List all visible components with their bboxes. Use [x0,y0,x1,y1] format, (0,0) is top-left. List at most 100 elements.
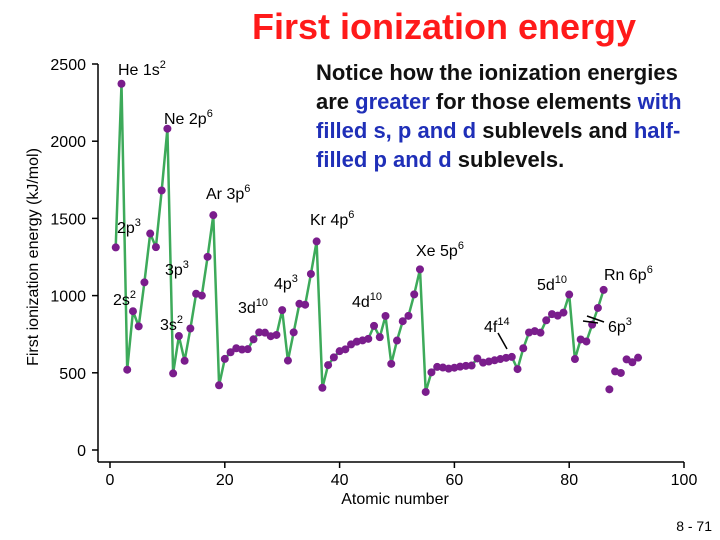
annotation-main: Ar 3p [206,186,244,203]
notice-text-4: sublevels. [451,147,565,172]
annotation-sup: 2 [160,59,166,71]
data-point [387,359,396,368]
data-point [410,290,419,299]
data-point [163,124,172,133]
annotation-sup: 6 [458,240,464,252]
data-point [329,353,338,362]
notice-text: Notice how the ionization energies are g… [316,58,716,174]
data-point [306,269,315,278]
data-point [140,278,149,287]
annotation-sup: 3 [292,273,298,285]
data-point [226,348,235,357]
chart-axes: Atomic number First ionization energy (kJ… [25,64,684,508]
data-point [565,290,574,299]
annotation-sup: 14 [497,316,509,328]
data-point-unconnected [628,358,637,367]
data-point [289,328,298,337]
x-tick-label: 20 [216,472,234,489]
annotation-label: 3p3 [165,259,189,279]
data-point [180,356,189,365]
x-tick-label: 80 [560,472,578,489]
data-point [593,303,602,312]
annotation-main: 3p [165,262,183,279]
annotation-label: 3s2 [160,314,183,334]
annotation-main: 5d [537,277,555,294]
data-point [312,237,321,246]
annotation-sup: 6 [207,108,213,120]
data-point [570,355,579,364]
annotation-label: 6p3 [608,316,632,336]
data-point [542,316,551,325]
data-point [203,252,212,261]
data-point [398,317,407,326]
data-point [519,344,528,353]
data-point [123,365,132,374]
annotation-label: 2p3 [117,217,141,237]
data-point [404,311,413,320]
annotation-sup: 10 [370,291,382,303]
annotation-label: He 1s2 [118,59,166,79]
x-tick-label: 60 [446,472,464,489]
y-tick-label: 2500 [50,57,86,74]
data-point [301,300,310,309]
data-point [186,324,195,333]
x-tick-label: 40 [331,472,349,489]
data-point [393,336,401,345]
notice-text-1: Notice how the ionization energies are [316,60,678,114]
annotation-sup: 3 [135,217,141,229]
annotation-label: 4f14 [484,316,510,336]
notice-highlight-half-filled: half-filled p and d [316,118,681,172]
annotation-main: 4f [484,319,498,336]
data-point [318,383,327,392]
data-point [324,361,333,370]
annotation-label: Ne 2p6 [164,108,213,128]
data-point [421,387,430,396]
data-point [255,328,264,337]
x-tick-label: 0 [106,472,115,489]
notice-highlight-greater: greater [355,89,430,114]
data-point [381,311,390,320]
data-point [559,308,568,317]
notice-highlight-filled: with filled s, p and d [316,89,682,143]
chart-series [111,79,643,396]
annotation-main: Rn 6p [604,267,647,284]
y-tick-label: 0 [77,443,86,460]
data-point [370,321,379,330]
data-point [582,337,591,346]
data-point [134,322,143,331]
annotation-sup: 6 [647,264,653,276]
data-point [260,328,269,337]
data-point [197,291,206,300]
y-tick-label: 2000 [50,134,86,151]
annotation-main: Kr 4p [310,212,348,229]
annotation-main: 6p [608,319,626,336]
data-point-unconnected [634,353,643,362]
annotation-label: 5d10 [537,274,567,294]
data-point [128,307,137,316]
annotation-label: Kr 4p6 [310,209,354,229]
data-point [111,243,120,252]
annotation-label: 4d10 [352,291,382,311]
data-point [169,369,178,378]
data-point [283,356,292,365]
data-point [249,335,258,344]
data-point [146,229,155,238]
data-point [209,211,218,220]
annotation-main: 3d [238,300,256,317]
data-point-unconnected [605,385,614,394]
data-point [174,332,183,341]
y-axis-label: First ionization energy (kJ/mol) [25,148,42,366]
data-point [151,243,160,252]
annotation-label: 3d10 [238,297,268,317]
data-point [427,368,436,377]
annotation-sup: 6 [244,183,250,195]
annotation-sup: 3 [626,316,632,328]
data-point [215,381,224,390]
data-point [415,265,424,274]
annotation-main: 2s [113,292,130,309]
data-point [278,306,287,315]
data-point [157,186,166,195]
annotation-sup: 2 [177,314,183,326]
